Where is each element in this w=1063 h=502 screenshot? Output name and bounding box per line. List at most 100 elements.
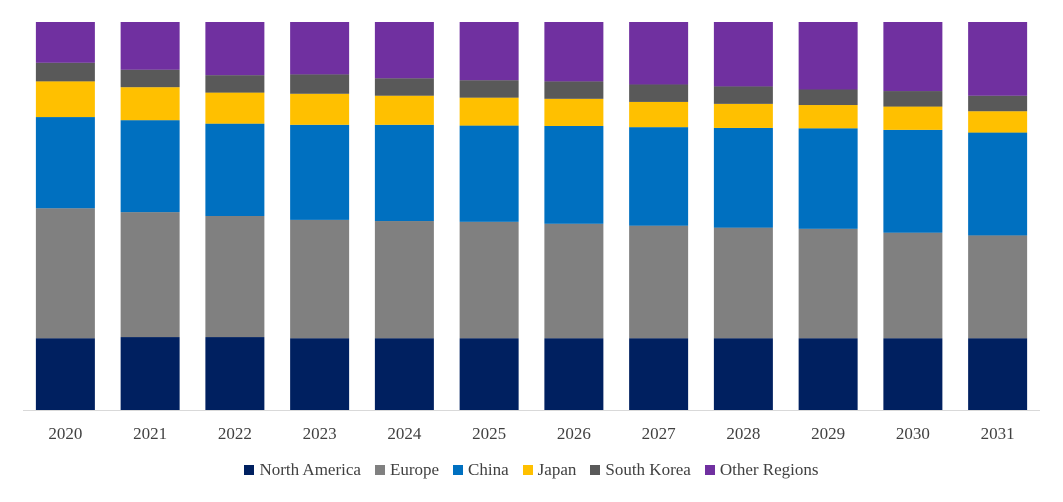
x-tick-label: 2027 bbox=[642, 424, 677, 443]
x-tick-label: 2026 bbox=[557, 424, 591, 443]
legend-label: Other Regions bbox=[719, 460, 819, 479]
bar-2030-other-regions bbox=[883, 22, 943, 92]
x-tick-label: 2029 bbox=[811, 424, 845, 443]
bar-2027-europe bbox=[629, 225, 689, 339]
bar-2026-china bbox=[544, 125, 604, 224]
bar-2024-north-america bbox=[374, 338, 434, 410]
legend-swatch bbox=[590, 465, 601, 475]
bar-2027-china bbox=[629, 127, 689, 226]
bar-2022-other-regions bbox=[205, 22, 265, 76]
x-tick-labels: 2020 2021 2022 2023 2024 2025 2026 2027 2028 2029… bbox=[48, 424, 1014, 443]
x-tick-label: 2025 bbox=[472, 424, 506, 443]
legend-swatch bbox=[374, 465, 385, 475]
bar-2031-north-america bbox=[968, 338, 1028, 410]
legend-label: Japan bbox=[537, 460, 577, 479]
bar-2025-japan bbox=[459, 97, 519, 126]
legend-item-japan: Japan bbox=[522, 460, 577, 480]
bar-2021-north-america bbox=[120, 337, 180, 410]
bar-2026-europe bbox=[544, 223, 604, 339]
legend-item-north-america: North America bbox=[244, 460, 361, 480]
bar-2030-china bbox=[883, 129, 943, 233]
bars-group bbox=[35, 22, 1028, 410]
bar-2024-japan bbox=[374, 95, 434, 125]
x-tick-label: 2023 bbox=[303, 424, 337, 443]
bar-2026-other-regions bbox=[544, 22, 604, 82]
bar-2027-north-america bbox=[629, 338, 689, 410]
x-tick-label: 2028 bbox=[726, 424, 760, 443]
bar-2020-japan bbox=[35, 81, 95, 118]
bar-2028-china bbox=[713, 127, 773, 228]
bar-2022-europe bbox=[205, 216, 265, 338]
x-tick-label: 2021 bbox=[133, 424, 167, 443]
legend-swatch bbox=[453, 465, 464, 475]
x-tick-label: 2030 bbox=[896, 424, 930, 443]
bar-2030-north-america bbox=[883, 338, 943, 410]
bar-2028-north-america bbox=[713, 338, 773, 410]
bar-2021-china bbox=[120, 120, 180, 213]
bar-2031-china bbox=[968, 132, 1028, 236]
bar-2023-south-korea bbox=[290, 74, 350, 94]
bar-2029-north-america bbox=[798, 338, 858, 410]
bar-2024-europe bbox=[374, 221, 434, 339]
bar-2022-japan bbox=[205, 92, 265, 124]
bar-2028-other-regions bbox=[713, 22, 773, 87]
bar-2024-china bbox=[374, 124, 434, 222]
bar-2029-japan bbox=[798, 105, 858, 129]
x-tick-label: 2020 bbox=[48, 424, 82, 443]
legend-label: Europe bbox=[389, 460, 440, 479]
bar-2025-other-regions bbox=[459, 22, 519, 81]
bar-2029-south-korea bbox=[798, 89, 858, 106]
bar-2025-europe bbox=[459, 221, 519, 339]
legend-label: North America bbox=[259, 460, 361, 479]
bar-2025-north-america bbox=[459, 338, 519, 410]
x-tick-label: 2031 bbox=[981, 424, 1015, 443]
bar-2023-other-regions bbox=[290, 22, 350, 75]
bar-2029-china bbox=[798, 128, 858, 229]
bar-2030-japan bbox=[883, 106, 943, 130]
bar-2021-other-regions bbox=[120, 22, 180, 70]
bar-2020-north-america bbox=[35, 338, 95, 410]
bar-2020-china bbox=[35, 117, 95, 209]
legend-item-other-regions: Other Regions bbox=[704, 460, 819, 480]
bar-2022-north-america bbox=[205, 337, 265, 410]
bar-2027-japan bbox=[629, 101, 689, 128]
bar-2028-south-korea bbox=[713, 86, 773, 104]
x-tick-label: 2024 bbox=[387, 424, 422, 443]
legend: North America Europe China Japan South Korea… bbox=[0, 460, 1063, 480]
bar-2021-japan bbox=[120, 87, 180, 121]
bar-2024-south-korea bbox=[374, 78, 434, 96]
bar-2020-europe bbox=[35, 208, 95, 339]
legend-swatch bbox=[704, 465, 715, 475]
bar-2027-south-korea bbox=[629, 84, 689, 102]
bar-2023-europe bbox=[290, 219, 350, 339]
bar-2021-south-korea bbox=[120, 69, 180, 88]
bar-2025-china bbox=[459, 125, 519, 222]
bar-2028-japan bbox=[713, 103, 773, 128]
bar-2023-north-america bbox=[290, 338, 350, 410]
bar-2023-japan bbox=[290, 93, 350, 125]
bar-2030-south-korea bbox=[883, 91, 943, 107]
legend-swatch bbox=[522, 465, 533, 475]
bar-2031-south-korea bbox=[968, 95, 1028, 112]
bar-2021-europe bbox=[120, 212, 180, 338]
bar-2022-south-korea bbox=[205, 75, 265, 93]
bar-2024-other-regions bbox=[374, 22, 434, 79]
bar-2029-europe bbox=[798, 228, 858, 339]
bar-2029-other-regions bbox=[798, 22, 858, 90]
bar-2020-south-korea bbox=[35, 62, 95, 82]
bar-2026-japan bbox=[544, 98, 604, 126]
legend-swatch bbox=[244, 465, 255, 475]
bar-2031-japan bbox=[968, 111, 1028, 133]
bar-2025-south-korea bbox=[459, 80, 519, 98]
legend-label: South Korea bbox=[605, 460, 691, 479]
bar-2026-south-korea bbox=[544, 81, 604, 99]
legend-item-china: China bbox=[453, 460, 509, 480]
legend-item-europe: Europe bbox=[374, 460, 440, 480]
stacked-bar-chart: 2020 2021 2022 2023 2024 2025 2026 2027 2028 2029… bbox=[23, 22, 1040, 443]
bar-2030-europe bbox=[883, 232, 943, 339]
legend-item-south-korea: South Korea bbox=[590, 460, 691, 480]
bar-2026-north-america bbox=[544, 338, 604, 410]
bar-2031-other-regions bbox=[968, 22, 1028, 96]
bar-2022-china bbox=[205, 123, 265, 216]
legend-label: China bbox=[468, 460, 509, 479]
